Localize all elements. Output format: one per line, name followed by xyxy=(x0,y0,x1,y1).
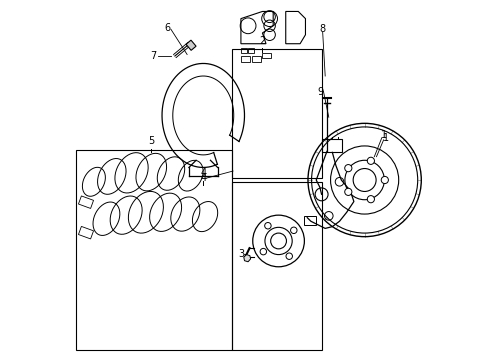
Bar xyxy=(241,48,246,53)
Text: 9: 9 xyxy=(317,87,323,97)
Text: 2: 2 xyxy=(259,36,265,45)
Bar xyxy=(231,182,321,350)
Bar xyxy=(241,56,249,62)
Bar xyxy=(303,216,316,225)
Text: 3: 3 xyxy=(237,248,244,258)
Circle shape xyxy=(330,146,398,214)
Bar xyxy=(78,196,93,208)
Polygon shape xyxy=(244,255,250,262)
Text: 8: 8 xyxy=(319,24,325,35)
Text: 7: 7 xyxy=(150,51,156,61)
Bar xyxy=(251,56,260,62)
Circle shape xyxy=(344,188,351,195)
Bar xyxy=(322,139,341,152)
Circle shape xyxy=(344,160,384,200)
Bar xyxy=(231,49,321,178)
Bar xyxy=(78,226,93,239)
Text: 6: 6 xyxy=(164,23,170,33)
Bar xyxy=(76,149,231,350)
Text: 1: 1 xyxy=(382,133,388,143)
Text: 1: 1 xyxy=(381,130,386,140)
Circle shape xyxy=(381,176,387,184)
Circle shape xyxy=(366,157,374,165)
Circle shape xyxy=(344,165,351,172)
Bar xyxy=(247,48,254,53)
Text: 4: 4 xyxy=(200,168,206,178)
Bar xyxy=(262,53,271,58)
Circle shape xyxy=(366,195,374,203)
Text: 4: 4 xyxy=(200,173,206,183)
Text: 5: 5 xyxy=(148,136,154,146)
Circle shape xyxy=(352,168,375,192)
Bar xyxy=(185,40,196,50)
